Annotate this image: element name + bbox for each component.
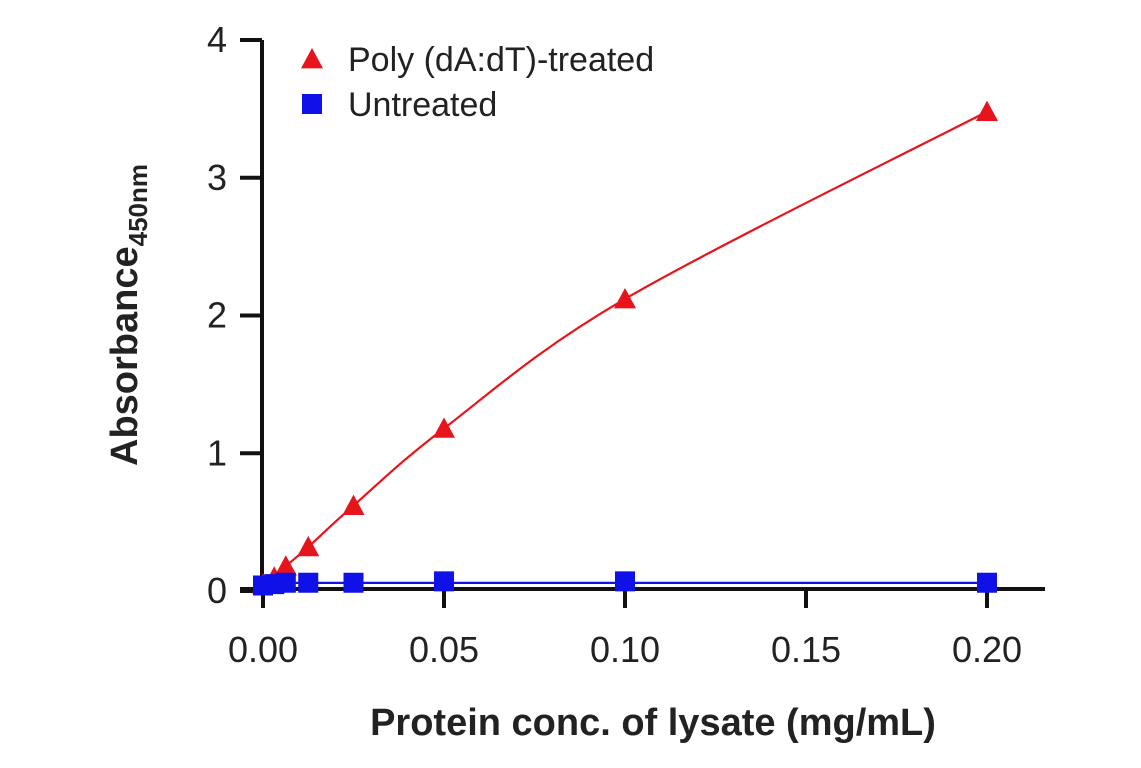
series-treated	[252, 100, 998, 594]
data-point	[615, 571, 635, 592]
legend-label: Untreated	[348, 86, 497, 124]
y-axis-title-subscript: 450nm	[123, 164, 153, 246]
x-tick-label: 0.15	[771, 629, 841, 670]
y-axis-title-main: Absorbance	[104, 246, 146, 466]
x-tick-label: 0.05	[409, 629, 479, 670]
y-tick-label: 2	[207, 295, 227, 336]
data-point	[434, 571, 454, 592]
y-axis-title: Absorbance450nm	[104, 164, 153, 466]
series-layer	[252, 100, 998, 596]
data-point	[274, 555, 297, 576]
square-icon	[302, 94, 322, 114]
y-tick-label: 1	[207, 432, 227, 473]
x-axis-title: Protein conc. of lysate (mg/mL)	[370, 702, 936, 744]
fit-line	[262, 110, 988, 586]
y-tick-label: 4	[207, 19, 227, 60]
data-point	[977, 572, 997, 593]
legend-label: Poly (dA:dT)-treated	[348, 41, 654, 79]
triangle-icon	[301, 48, 323, 69]
x-tick-label: 0.10	[590, 629, 660, 670]
legend: Poly (dA:dT)-treated Untreated	[301, 41, 654, 124]
y-tick-label: 3	[207, 157, 227, 198]
data-point	[976, 100, 998, 121]
data-point	[342, 494, 365, 515]
axes: 0 1 2 3 4 0.00 0.05 0.10 0.15 0.20	[207, 19, 1045, 670]
data-point	[298, 572, 319, 593]
data-point	[614, 287, 636, 309]
data-point	[343, 572, 364, 593]
x-tick-label: 0.00	[228, 629, 298, 670]
legend-item: Untreated	[302, 86, 497, 124]
data-point	[433, 417, 455, 438]
data-point	[275, 572, 296, 593]
data-point	[297, 535, 320, 557]
legend-item: Poly (dA:dT)-treated	[301, 41, 654, 79]
y-tick-label: 0	[207, 570, 227, 611]
x-tick-label: 0.20	[952, 629, 1022, 670]
series-untreated	[253, 571, 997, 596]
